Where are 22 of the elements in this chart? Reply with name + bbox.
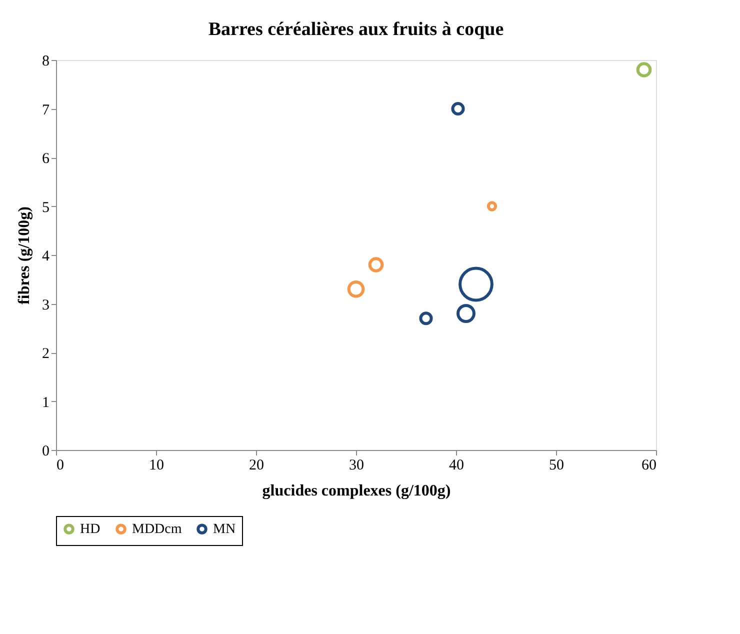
y-tick-label: 5 bbox=[42, 200, 50, 216]
x-tick-label: 60 bbox=[642, 458, 656, 474]
y-tick-label: 8 bbox=[42, 54, 50, 70]
y-tick-label: 7 bbox=[42, 102, 50, 118]
x-tick-label: 50 bbox=[549, 458, 564, 474]
y-tick-label: 2 bbox=[42, 346, 50, 362]
x-tick-label: 30 bbox=[349, 458, 364, 474]
y-tick-label: 1 bbox=[42, 394, 50, 411]
y-tick-label: 6 bbox=[42, 151, 50, 167]
y-tick-label: 3 bbox=[42, 297, 50, 314]
x-tick-label: 20 bbox=[249, 458, 264, 474]
legend-label: MN bbox=[213, 522, 236, 538]
chart-title: Barres céréalières aux fruits à coque bbox=[208, 19, 504, 40]
x-axis-title: glucides complexes (g/100g) bbox=[262, 482, 451, 500]
x-tick-label: 40 bbox=[449, 458, 464, 474]
x-tick-label: 10 bbox=[149, 458, 164, 474]
legend-label: MDDcm bbox=[132, 522, 182, 538]
y-tick-label: 0 bbox=[42, 444, 50, 460]
x-tick-label: 0 bbox=[56, 458, 64, 474]
legend-label: HD bbox=[80, 522, 100, 538]
y-tick-label: 4 bbox=[42, 248, 50, 264]
y-axis-title: fibres (g/100g) bbox=[16, 206, 33, 304]
